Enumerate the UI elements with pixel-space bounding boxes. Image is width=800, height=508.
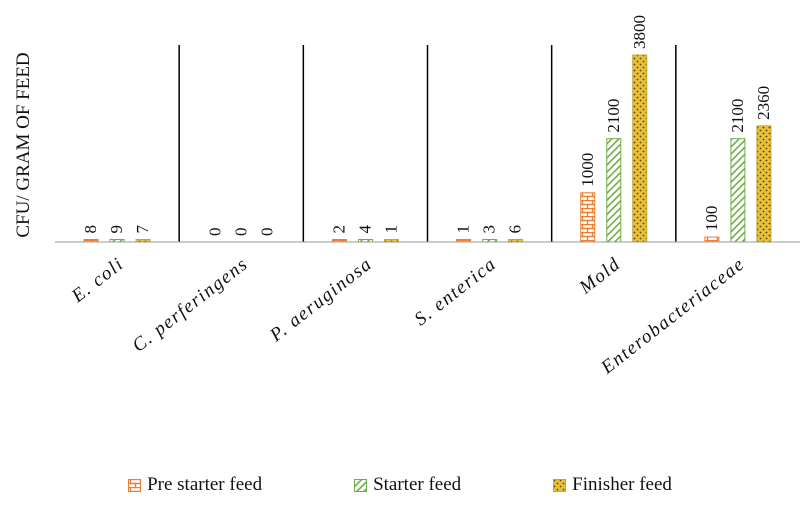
bar [580,192,596,243]
data-label: 9 [107,225,126,234]
bar [704,236,720,243]
data-label: 3 [480,225,499,234]
legend-item: Starter feed [354,474,461,496]
category-label: S. enterica [411,253,501,330]
data-label: 0 [257,228,276,237]
bar-chart: CFU/ GRAM OF FEED 8 9 7 0 0 0 2 4 1 1 3 61000210038… [13,15,800,379]
legend-item: Finisher feed [553,474,672,496]
data-label: 0 [205,228,224,237]
data-label: 0 [231,228,250,237]
y-axis-label: CFU/ GRAM OF FEED [13,52,34,237]
data-label: 100 [702,206,721,232]
data-label: 2 [329,225,348,234]
bar [756,125,772,243]
legend-swatch [128,478,142,492]
data-label: 2360 [754,86,773,120]
category-label: E. coli [67,253,128,307]
legend-swatch [354,478,368,492]
data-label: 4 [355,225,374,234]
legend-label: Finisher feed [572,474,672,495]
data-label: 6 [506,225,525,234]
bar [606,138,622,243]
legend-item: Pre starter feed [128,474,262,496]
data-label: 1 [381,225,400,234]
legend-label: Starter feed [373,474,462,495]
category-label: P. aeruginosa [265,253,376,346]
legend: Pre starter feed Starter feed Finisher fee… [0,474,800,496]
category-label: C. perferingens [129,253,253,356]
category-label: Mold [575,253,625,299]
data-label: 2100 [604,99,623,133]
data-label: 1000 [578,153,597,187]
legend-label: Pre starter feed [147,474,263,495]
data-label: 2100 [728,99,747,133]
data-label: 3800 [630,15,649,49]
bar [730,138,746,243]
bar [632,54,648,243]
legend-swatch [553,478,567,492]
data-label: 7 [133,225,152,234]
data-label: 1 [454,225,473,234]
data-label: 8 [81,225,100,234]
